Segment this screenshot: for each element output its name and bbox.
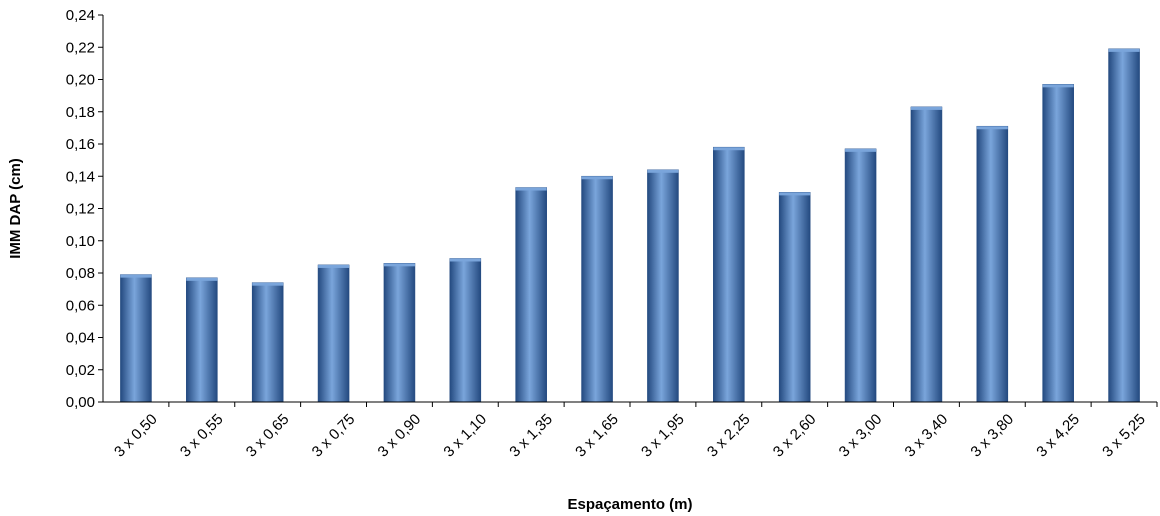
x-tick-label: 3 x 3,40 <box>902 411 952 461</box>
x-axis-ticks: 3 x 0,50 3 x 0,55 3 x 0,65 3 x 0,75 3 x 0,90… <box>111 402 1158 461</box>
bar-highlight <box>252 282 284 286</box>
bar-highlight <box>581 176 613 180</box>
x-tick-label: 3 x 0,75 <box>309 411 359 461</box>
bar-highlight <box>383 263 415 267</box>
y-axis-ticks: 0,00 0,02 0,04 0,06 0,08 0,10 0,12 0,14 0,16 0,18… <box>66 7 103 411</box>
y-tick-label: 0,24 <box>66 7 95 24</box>
y-tick-label: 0,10 <box>66 233 95 250</box>
bar-highlight <box>120 274 152 278</box>
bar <box>713 146 745 403</box>
x-axis-title: Espaçamento (m) <box>567 496 692 513</box>
y-tick-label: 0,22 <box>66 39 95 56</box>
bar-highlight <box>1108 48 1140 52</box>
y-tick-label: 0,02 <box>66 362 95 379</box>
bar <box>449 258 482 403</box>
y-tick-label: 0,14 <box>66 168 95 185</box>
x-tick-label: 3 x 1,65 <box>572 411 622 461</box>
y-tick-label: 0,06 <box>66 297 95 314</box>
x-tick-label: 3 x 0,50 <box>111 411 161 461</box>
y-tick-label: 0,16 <box>66 136 95 153</box>
bar-highlight <box>910 106 942 110</box>
bar <box>778 192 811 403</box>
bar <box>251 282 284 403</box>
bar-highlight <box>647 169 679 173</box>
bar <box>515 187 547 403</box>
bar <box>1042 84 1074 403</box>
bar <box>317 264 350 403</box>
bar-highlight <box>976 126 1008 130</box>
x-tick-label: 3 x 3,00 <box>836 411 886 461</box>
bar <box>120 274 152 403</box>
bar-highlight <box>449 258 481 262</box>
bar-highlight <box>515 187 547 191</box>
bar <box>647 169 679 403</box>
bar-highlight <box>318 264 350 268</box>
x-tick-label: 3 x 0,55 <box>177 411 227 461</box>
bar <box>186 277 218 403</box>
x-tick-label: 3 x 2,60 <box>770 411 820 461</box>
x-tick-label: 3 x 1,35 <box>506 411 556 461</box>
bars <box>120 48 1140 403</box>
y-tick-label: 0,00 <box>66 394 95 411</box>
bar <box>976 125 1009 403</box>
bar <box>1108 48 1140 403</box>
x-tick-label: 3 x 1,95 <box>638 411 688 461</box>
bar-highlight <box>713 147 745 151</box>
x-tick-label: 3 x 3,80 <box>967 411 1017 461</box>
bar-highlight <box>845 148 877 152</box>
x-tick-label: 3 x 4,25 <box>1033 411 1083 461</box>
bar <box>844 148 877 403</box>
bar <box>581 175 613 403</box>
x-tick-label: 3 x 5,25 <box>1099 411 1149 461</box>
y-axis-title: IMM DAP (cm) <box>7 158 24 259</box>
x-tick-label: 3 x 0,90 <box>375 411 425 461</box>
bar-highlight <box>1042 84 1074 88</box>
x-tick-label: 3 x 2,25 <box>704 411 754 461</box>
bar-highlight <box>186 277 218 281</box>
y-tick-label: 0,08 <box>66 265 95 282</box>
y-tick-label: 0,12 <box>66 201 95 218</box>
bar <box>910 106 943 403</box>
y-tick-label: 0,20 <box>66 72 95 89</box>
bar-highlight <box>779 192 811 196</box>
bar <box>383 263 416 403</box>
x-tick-label: 3 x 1,10 <box>440 411 490 461</box>
y-tick-label: 0,18 <box>66 104 95 121</box>
y-tick-label: 0,04 <box>66 330 95 347</box>
x-tick-label: 3 x 0,65 <box>243 411 293 461</box>
